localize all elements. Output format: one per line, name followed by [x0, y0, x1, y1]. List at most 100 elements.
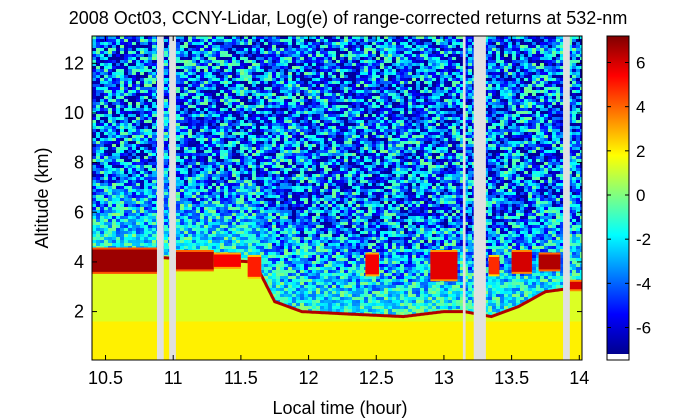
heatmap-cell — [288, 36, 292, 39]
heatmap-cell — [488, 102, 492, 105]
heatmap-cell — [268, 105, 272, 108]
heatmap-cell — [320, 153, 324, 156]
heatmap-cell — [536, 39, 540, 42]
heatmap-cell — [136, 117, 140, 120]
heatmap-cell — [132, 123, 136, 126]
heatmap-cell — [544, 66, 548, 69]
heatmap-cell — [280, 42, 284, 45]
heatmap-cell — [268, 51, 272, 54]
heatmap-cell — [372, 123, 376, 126]
heatmap-cell — [316, 156, 320, 159]
heatmap-cell — [268, 66, 272, 69]
heatmap-cell — [420, 72, 424, 75]
heatmap-cell — [380, 147, 384, 150]
heatmap-cell — [128, 105, 132, 108]
heatmap-cell — [328, 99, 332, 102]
heatmap-cell — [460, 78, 464, 81]
heatmap-cell — [368, 102, 372, 105]
heatmap-cell — [248, 105, 252, 108]
heatmap-cell — [348, 108, 352, 111]
heatmap-cell — [144, 129, 148, 132]
heatmap-cell — [440, 51, 444, 54]
heatmap-cell — [540, 72, 544, 75]
heatmap-cell — [336, 69, 340, 72]
heatmap-cell — [468, 93, 472, 96]
heatmap-cell — [484, 99, 488, 102]
heatmap-cell — [132, 87, 136, 90]
heatmap-cell — [280, 39, 284, 42]
heatmap-cell — [220, 75, 224, 78]
heatmap-cell — [164, 147, 168, 150]
heatmap-cell — [456, 81, 460, 84]
heatmap-cell — [356, 135, 360, 138]
heatmap-cell — [216, 111, 220, 114]
heatmap-cell — [388, 66, 392, 69]
heatmap-cell — [488, 36, 492, 39]
heatmap-cell — [540, 111, 544, 114]
heatmap-cell — [204, 96, 208, 99]
heatmap-cell — [468, 78, 472, 81]
heatmap-cell — [252, 81, 256, 84]
heatmap-cell — [148, 72, 152, 75]
heatmap-cell — [440, 36, 444, 39]
heatmap-cell — [192, 84, 196, 87]
heatmap-cell — [116, 48, 120, 51]
heatmap-cell — [528, 57, 532, 60]
heatmap-cell — [328, 84, 332, 87]
heatmap-cell — [136, 105, 140, 108]
heatmap-cell — [232, 144, 236, 147]
heatmap-cell — [236, 111, 240, 114]
heatmap-cell — [484, 63, 488, 66]
heatmap-cell — [144, 54, 148, 57]
heatmap-cell — [288, 39, 292, 42]
heatmap-cell — [296, 111, 300, 114]
heatmap-cell — [580, 144, 582, 147]
heatmap-cell — [468, 42, 472, 45]
heatmap-cell — [524, 87, 528, 90]
heatmap-cell — [316, 135, 320, 138]
heatmap-cell — [232, 72, 236, 75]
heatmap-cell — [192, 150, 196, 153]
heatmap-cell — [544, 144, 548, 147]
heatmap-cell — [332, 117, 336, 120]
heatmap-cell — [572, 48, 576, 51]
heatmap-cell — [524, 111, 528, 114]
heatmap-cell — [292, 96, 296, 99]
heatmap-cell — [336, 42, 340, 45]
heatmap-cell — [400, 108, 404, 111]
heatmap-cell — [288, 66, 292, 69]
heatmap-cell — [188, 84, 192, 87]
heatmap-cell — [508, 141, 512, 144]
heatmap-cell — [392, 63, 396, 66]
heatmap-cell — [444, 87, 448, 90]
heatmap-cell — [424, 150, 428, 153]
heatmap-cell — [244, 93, 248, 96]
heatmap-cell — [312, 36, 316, 39]
heatmap-cell — [528, 36, 532, 39]
heatmap-cell — [580, 150, 582, 153]
heatmap-cell — [324, 141, 328, 144]
heatmap-cell — [468, 66, 472, 69]
heatmap-cell — [364, 96, 368, 99]
heatmap-cell — [532, 96, 536, 99]
heatmap-cell — [116, 96, 120, 99]
heatmap-cell — [140, 54, 144, 57]
heatmap-cell — [304, 108, 308, 111]
heatmap-cell — [500, 150, 504, 153]
heatmap-cell — [108, 156, 112, 159]
heatmap-cell — [176, 42, 180, 45]
heatmap-cell — [548, 93, 552, 96]
heatmap-cell — [220, 39, 224, 42]
heatmap-cell — [572, 72, 576, 75]
heatmap-cell — [244, 138, 248, 141]
heatmap-cell — [464, 150, 468, 153]
heatmap-cell — [228, 93, 232, 96]
heatmap-cell — [300, 63, 304, 66]
heatmap-cell — [392, 93, 396, 96]
heatmap-cell — [296, 156, 300, 159]
heatmap-cell — [428, 111, 432, 114]
heatmap-cell — [96, 96, 100, 99]
heatmap-cell — [508, 42, 512, 45]
heatmap-cell — [316, 99, 320, 102]
heatmap-cell — [428, 105, 432, 108]
